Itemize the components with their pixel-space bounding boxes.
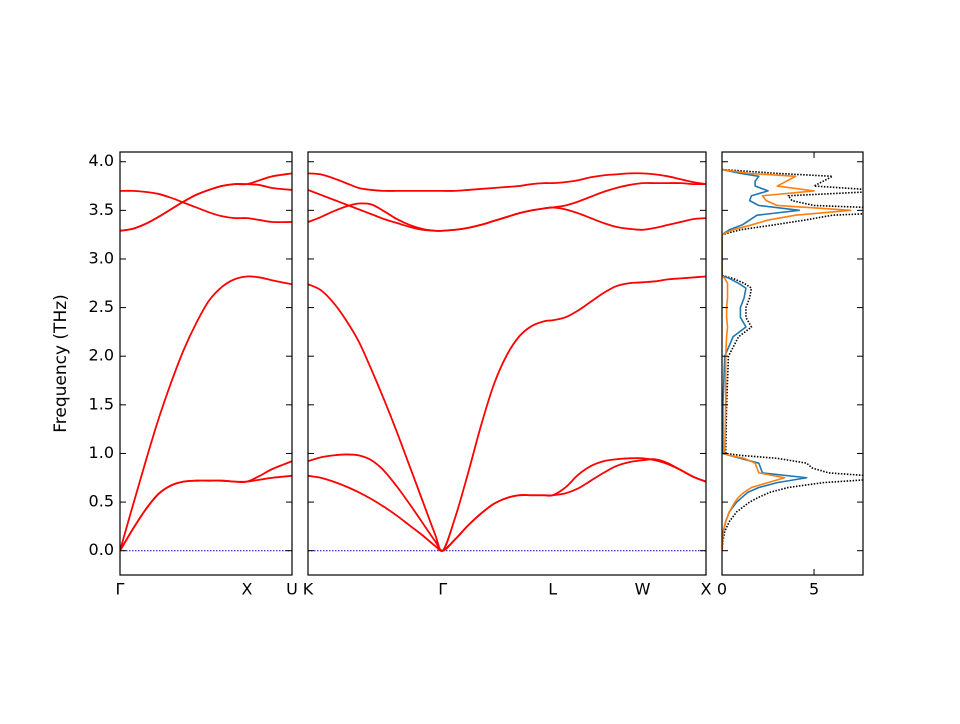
x-tick-label: Γ bbox=[438, 580, 447, 599]
phonon-band bbox=[308, 453, 706, 552]
phonon-band bbox=[120, 474, 292, 552]
x-tick-label: Γ bbox=[116, 580, 125, 599]
axes-frame bbox=[307, 151, 707, 576]
phonon-band bbox=[308, 458, 706, 552]
phonon-band bbox=[120, 275, 292, 551]
phonon-band bbox=[308, 172, 706, 192]
phonon-band bbox=[120, 460, 292, 552]
y-tick-label: 4.0 bbox=[89, 151, 114, 170]
y-tick-label: 1.0 bbox=[89, 443, 114, 462]
phonon-band bbox=[308, 275, 706, 553]
y-tick-label: 3.0 bbox=[89, 248, 114, 267]
dos-curve bbox=[722, 168, 863, 551]
y-tick-label: 0.5 bbox=[89, 492, 114, 511]
axes-frame bbox=[119, 151, 293, 576]
x-tick-label: K bbox=[303, 580, 314, 599]
plot-area bbox=[308, 172, 706, 553]
phonon-band bbox=[120, 172, 292, 232]
x-tick-label: L bbox=[548, 580, 557, 599]
y-tick-label: 0.0 bbox=[89, 540, 114, 559]
phonon-band bbox=[308, 202, 706, 232]
y-tick-label: 1.5 bbox=[89, 394, 114, 413]
y-tick-label: 3.5 bbox=[89, 200, 114, 219]
y-tick-label: 2.0 bbox=[89, 346, 114, 365]
y-axis-label: Frequency (THz) bbox=[51, 294, 71, 433]
dos-curve bbox=[722, 168, 808, 551]
x-tick-label: X bbox=[242, 580, 253, 599]
y-tick-label: 2.5 bbox=[89, 297, 114, 316]
x-tick-label: 5 bbox=[809, 580, 819, 599]
x-tick-label: W bbox=[635, 580, 651, 599]
axes-frame bbox=[721, 151, 864, 576]
phonon-band bbox=[120, 189, 292, 224]
panel: 0.0 0.5 1.0 1.5 2.0 2.5 3.0 3.5 4.0 Γ X U Frequency … bbox=[51, 151, 298, 598]
x-tick-label: X bbox=[701, 580, 712, 599]
x-tick-label: U bbox=[286, 580, 298, 599]
plot-area bbox=[722, 168, 863, 551]
x-tick-label: 0 bbox=[717, 580, 727, 599]
plot-area bbox=[120, 172, 292, 552]
phonon-band bbox=[120, 183, 292, 232]
dos-curve bbox=[722, 168, 852, 551]
